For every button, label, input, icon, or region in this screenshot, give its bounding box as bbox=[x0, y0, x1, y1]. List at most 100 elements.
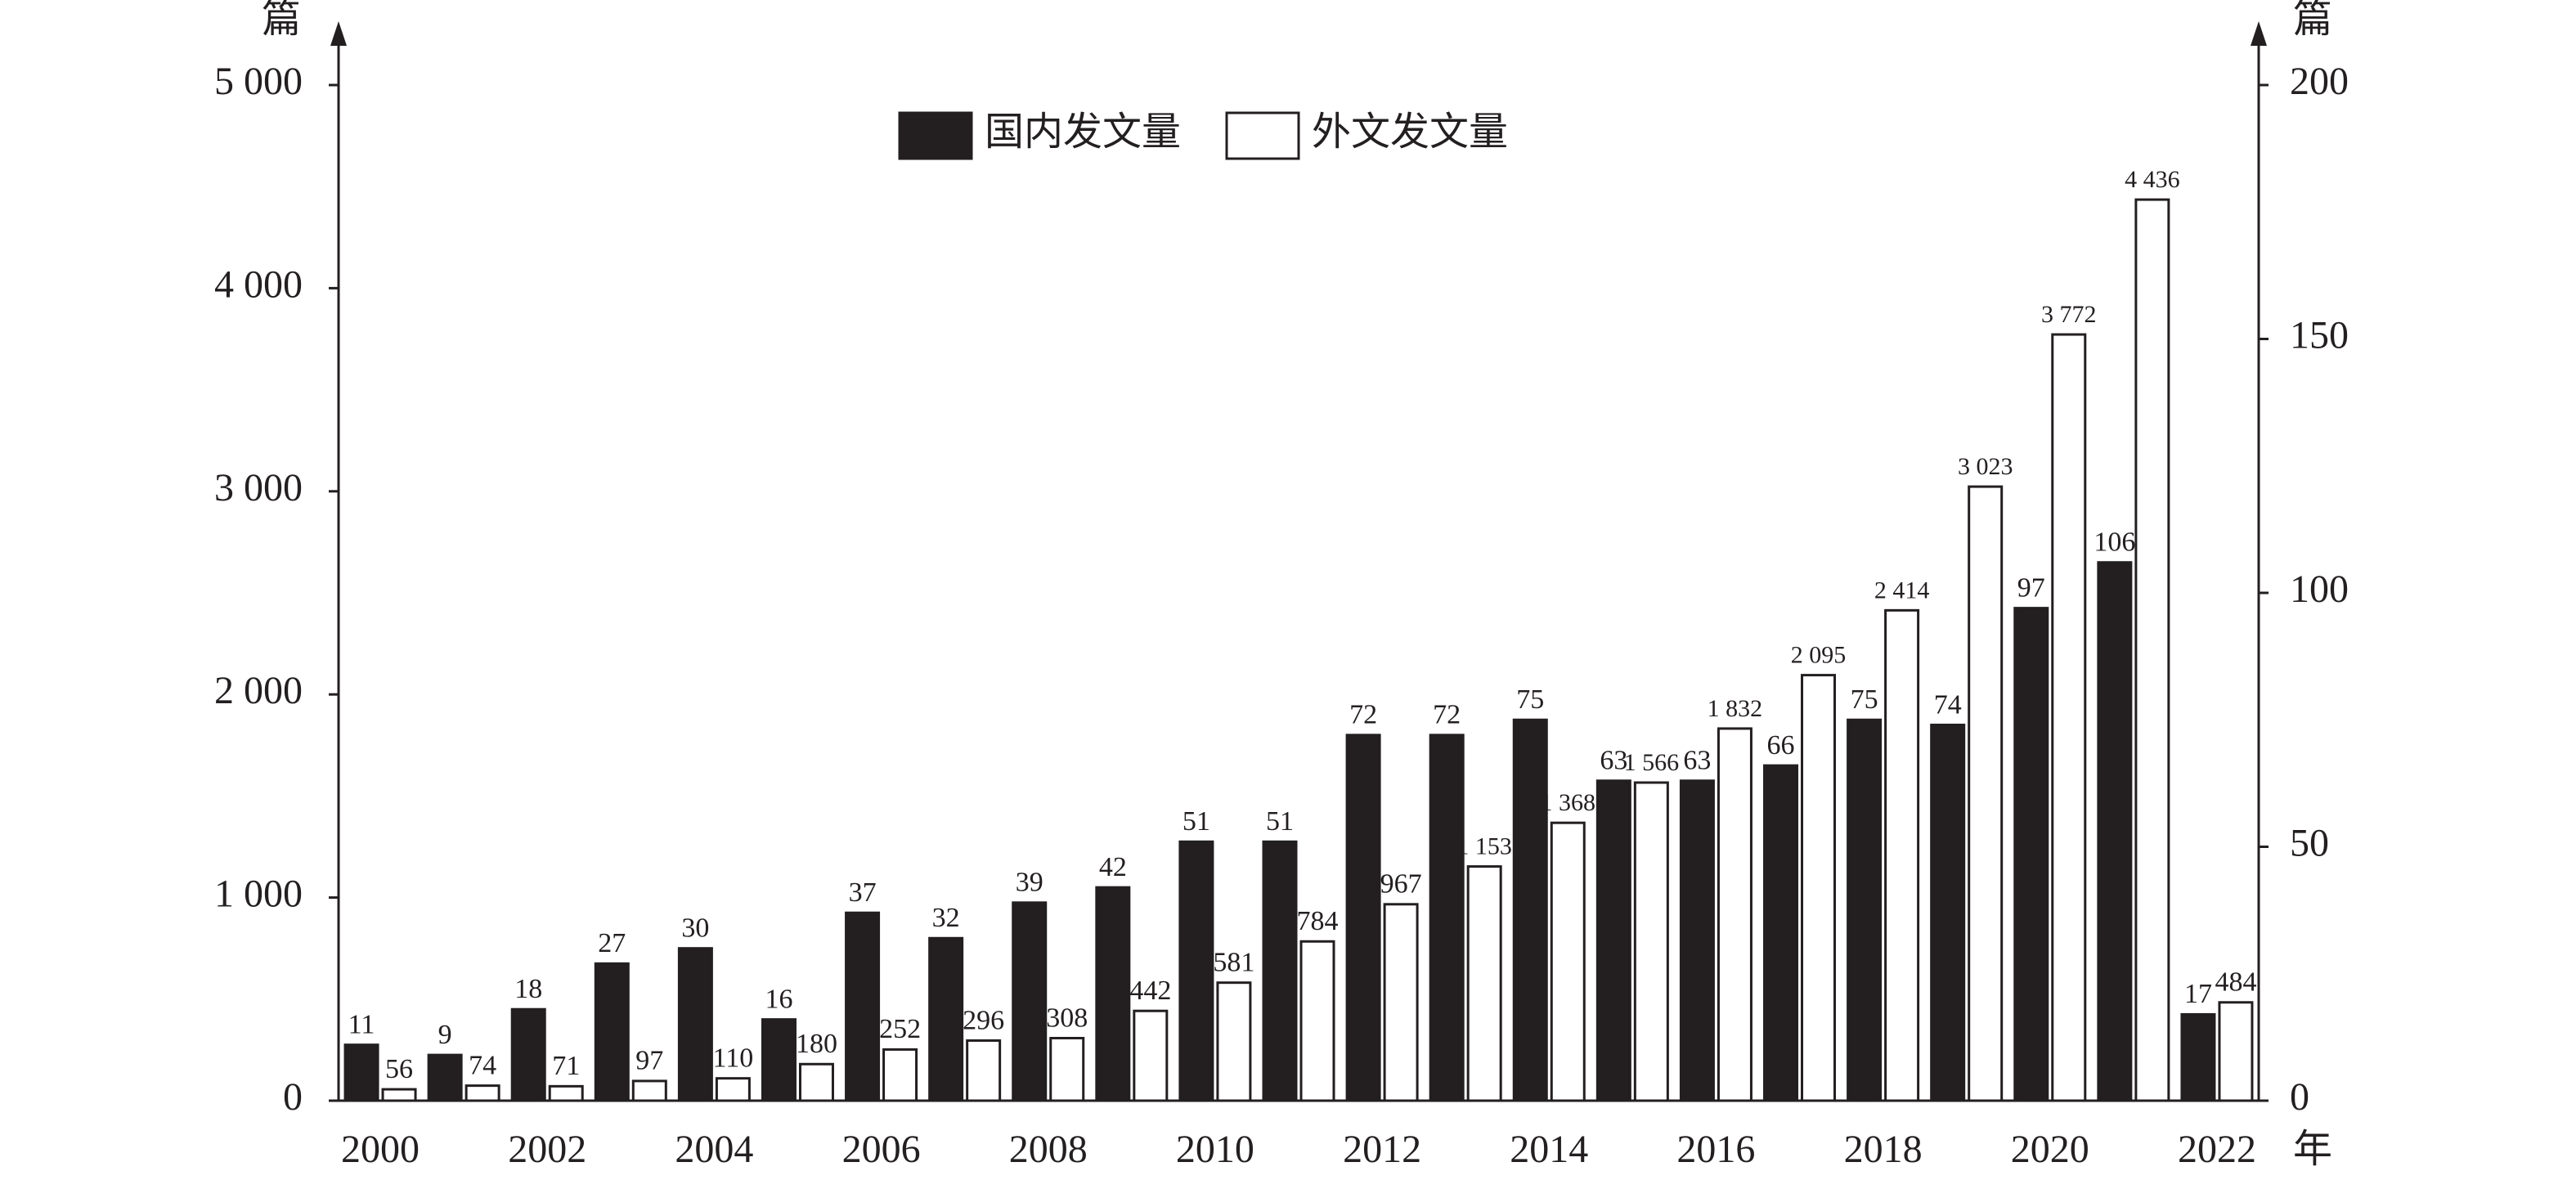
bar bbox=[510, 1007, 546, 1102]
value-label: 581 bbox=[1213, 947, 1254, 977]
value-label: 32 bbox=[932, 903, 960, 933]
bar bbox=[1633, 781, 1669, 1102]
y-tick-label: 4 000 bbox=[214, 262, 303, 306]
bar bbox=[1550, 821, 1586, 1102]
value-label: 252 bbox=[879, 1014, 921, 1044]
x-tick-label: 2016 bbox=[1676, 1128, 1755, 1171]
value-label: 51 bbox=[1183, 806, 1210, 837]
x-tick-label: 2008 bbox=[1009, 1128, 1088, 1171]
y-axis-arrow bbox=[330, 21, 347, 46]
x-tick-label: 2002 bbox=[508, 1128, 586, 1171]
bar bbox=[2097, 561, 2133, 1102]
bar bbox=[966, 1039, 1002, 1102]
value-label: 296 bbox=[963, 1005, 1004, 1035]
bar bbox=[427, 1053, 463, 1102]
value-label: 3 772 bbox=[2041, 301, 2097, 328]
value-label: 97 bbox=[2017, 572, 2045, 603]
x-tick-label: 2020 bbox=[2011, 1128, 2089, 1171]
value-label: 30 bbox=[681, 913, 709, 943]
bar bbox=[1968, 485, 2004, 1102]
value-label: 63 bbox=[1600, 746, 1627, 776]
value-label: 17 bbox=[2184, 979, 2212, 1009]
bar bbox=[761, 1018, 797, 1102]
y-tick-label: 0 bbox=[283, 1075, 303, 1119]
bar bbox=[2051, 333, 2087, 1102]
value-label: 39 bbox=[1016, 868, 1043, 898]
bar bbox=[1930, 723, 1966, 1102]
value-label: 74 bbox=[469, 1050, 496, 1080]
bar bbox=[631, 1079, 667, 1102]
value-label: 1 832 bbox=[1708, 695, 1763, 722]
y-tick-label: 2 000 bbox=[214, 669, 303, 712]
y2-tick-label: 0 bbox=[2290, 1075, 2309, 1119]
value-label: 4 436 bbox=[2125, 166, 2180, 193]
value-label: 1 368 bbox=[1541, 789, 1596, 816]
x-tick-label: 2014 bbox=[1510, 1128, 1588, 1171]
value-label: 51 bbox=[1266, 806, 1294, 837]
bar bbox=[1178, 840, 1214, 1102]
bar bbox=[845, 911, 881, 1102]
y2-tick-label: 200 bbox=[2290, 60, 2349, 103]
value-label: 16 bbox=[765, 984, 792, 1014]
x-tick-label: 2006 bbox=[842, 1128, 921, 1171]
x-tick-label: 2012 bbox=[1343, 1128, 1421, 1171]
bar bbox=[1262, 840, 1298, 1102]
value-label: 71 bbox=[552, 1051, 580, 1081]
bar bbox=[1679, 779, 1715, 1102]
bar bbox=[677, 947, 713, 1102]
value-label: 42 bbox=[1099, 852, 1127, 882]
x-tick-label: 2018 bbox=[1844, 1128, 1923, 1171]
bar bbox=[1763, 764, 1799, 1102]
legend-swatch bbox=[1225, 111, 1300, 160]
value-label: 27 bbox=[598, 928, 626, 958]
x-tick-label: 2022 bbox=[2178, 1128, 2256, 1171]
legend-label: 国内发文量 bbox=[985, 110, 1181, 154]
value-label: 967 bbox=[1380, 869, 1422, 900]
bar bbox=[1512, 718, 1548, 1102]
bar bbox=[1095, 886, 1131, 1102]
value-label: 9 bbox=[438, 1020, 452, 1050]
value-label: 72 bbox=[1349, 700, 1377, 730]
value-label: 2 095 bbox=[1791, 641, 1847, 668]
bar bbox=[1216, 981, 1252, 1102]
bar bbox=[1133, 1009, 1169, 1102]
value-label: 3 023 bbox=[1958, 453, 2013, 480]
value-label: 11 bbox=[348, 1009, 375, 1039]
bar bbox=[1345, 734, 1381, 1102]
y2-tick-label: 100 bbox=[2290, 568, 2349, 611]
y-tick-label: 5 000 bbox=[214, 60, 303, 103]
bar bbox=[1717, 727, 1752, 1102]
bar bbox=[548, 1084, 584, 1102]
bar bbox=[1466, 865, 1502, 1102]
bar bbox=[381, 1088, 417, 1102]
bar bbox=[1847, 718, 1883, 1102]
value-label: 1 153 bbox=[1456, 832, 1512, 859]
y-axis-label: 篇 bbox=[262, 0, 301, 41]
bar bbox=[1884, 608, 1920, 1102]
value-label: 784 bbox=[1297, 906, 1339, 936]
bar bbox=[464, 1084, 500, 1102]
bar bbox=[2180, 1012, 2216, 1102]
bar bbox=[715, 1077, 751, 1102]
value-label: 1 566 bbox=[1624, 749, 1680, 776]
bar bbox=[882, 1048, 918, 1102]
bar bbox=[594, 962, 630, 1102]
legend-swatch bbox=[898, 111, 973, 160]
bar bbox=[1429, 734, 1465, 1102]
bar bbox=[1049, 1036, 1085, 1102]
value-label: 75 bbox=[1851, 684, 1878, 715]
x-tick-label: 2004 bbox=[675, 1128, 753, 1171]
value-label: 66 bbox=[1767, 730, 1795, 761]
value-label: 74 bbox=[1934, 689, 1962, 720]
value-label: 110 bbox=[713, 1043, 754, 1073]
value-label: 106 bbox=[2094, 527, 2135, 558]
legend-label: 外文发文量 bbox=[1312, 110, 1508, 154]
bar bbox=[343, 1043, 379, 1102]
x-axis-label: 年 bbox=[2293, 1128, 2332, 1171]
bar bbox=[2134, 198, 2170, 1102]
value-label: 308 bbox=[1046, 1003, 1088, 1033]
value-label: 72 bbox=[1433, 700, 1461, 730]
value-label: 37 bbox=[849, 877, 877, 908]
value-label: 442 bbox=[1129, 976, 1171, 1006]
